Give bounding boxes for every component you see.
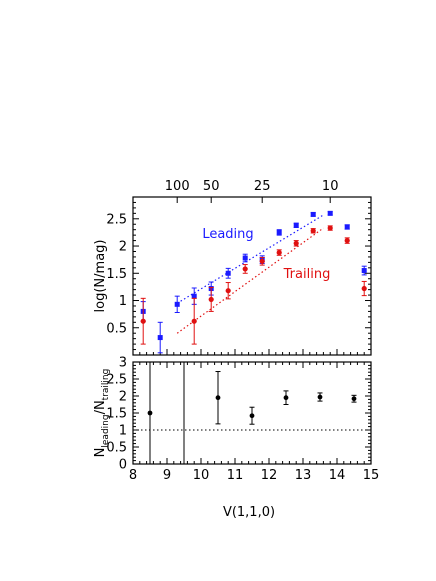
- data-point-trailing: [276, 249, 282, 256]
- bottom-y-tick-label: 1.5: [106, 407, 127, 422]
- data-point-leading: [361, 268, 367, 274]
- data-point-leading: [293, 222, 299, 228]
- data-point-leading: [225, 270, 231, 276]
- top-axis-tick-label: 10: [322, 179, 339, 194]
- top-fit-lines: [176, 214, 324, 334]
- top-panel-frame: [132, 196, 372, 356]
- data-point-leading: [276, 229, 282, 235]
- data-point-trailing: [344, 237, 350, 244]
- ratio-point: [351, 396, 357, 402]
- bottom-x-tick-label: 15: [363, 468, 380, 483]
- data-point-trailing: [225, 288, 231, 294]
- data-point-leading: [344, 224, 350, 230]
- fit-line: [176, 214, 324, 304]
- bottom-x-tick-label: 13: [295, 468, 312, 483]
- bottom-y-tick-label: 0: [119, 458, 127, 473]
- bottom-x-tick-label: 11: [227, 468, 244, 483]
- bottom-y-tick-label: 2: [119, 390, 127, 405]
- data-point-trailing: [242, 266, 248, 272]
- data-point-leading: [174, 301, 180, 307]
- bottom-panel: 8 9 10 11 12 13 14 15 0 0.5 1 1.5 2 2.5 3 Nleading/Ntr…: [93, 356, 379, 521]
- data-point-trailing: [259, 258, 265, 264]
- ratio-point: [215, 395, 221, 401]
- bottom-y-tick-label: 2.5: [106, 373, 127, 388]
- data-point-leading: [242, 255, 248, 261]
- legend-leading-label: Leading: [202, 227, 253, 242]
- bottom-y-tick-label: 0.5: [106, 441, 127, 456]
- bottom-x-tick-label: 12: [261, 468, 278, 483]
- top-panel: 100 50 25 10 0.5 1 1.5 2 2.5 Leading Trailing lo…: [93, 179, 372, 356]
- data-point-trailing: [191, 318, 197, 324]
- legend-trailing-label: Trailing: [283, 267, 331, 282]
- data-point-leading: [310, 211, 316, 217]
- bottom-y-tick-label: 1: [119, 424, 127, 439]
- bottom-series-points: [147, 362, 357, 464]
- data-point-trailing: [361, 285, 367, 292]
- ratio-point: [249, 413, 255, 419]
- ratio-point: [283, 395, 289, 401]
- data-point-trailing: [140, 318, 146, 324]
- data-point-leading: [327, 210, 333, 216]
- top-y-tick-label: 1: [119, 294, 127, 309]
- data-point-trailing: [327, 225, 333, 231]
- bottom-x-tick-label: 14: [329, 468, 346, 483]
- bottom-axis-ticks: [132, 361, 372, 465]
- top-y-tick-label: 1.5: [106, 267, 127, 282]
- bottom-x-tick-label: 8: [129, 468, 137, 483]
- data-point-trailing: [208, 296, 214, 303]
- bottom-x-tick-label: 10: [193, 468, 210, 483]
- bottom-tick-labels: 8 9 10 11 12 13 14 15 0 0.5 1 1.5 2 2.5 3: [106, 356, 379, 484]
- top-y-tick-label: 0.5: [106, 321, 127, 336]
- top-tick-labels: 100 50 25 10 0.5 1 1.5 2 2.5: [106, 179, 338, 336]
- bottom-y-axis-title: Nleading/Ntrailing: [93, 369, 111, 458]
- x-axis-title: V(1,1,0): [223, 505, 275, 520]
- data-point-leading: [157, 335, 163, 341]
- top-axis-ticks: [132, 196, 372, 355]
- top-y-tick-label: 2.5: [106, 212, 127, 227]
- top-y-axis-title: log(N/mag): [93, 240, 108, 313]
- data-point-leading: [191, 293, 197, 299]
- bottom-x-tick-label: 9: [163, 468, 171, 483]
- top-axis-tick-label: 25: [254, 179, 271, 194]
- data-point-trailing: [310, 228, 316, 234]
- top-axis-tick-label: 50: [203, 179, 220, 194]
- top-series-points: [140, 210, 367, 354]
- top-y-tick-label: 2: [119, 240, 127, 255]
- ratio-point: [147, 410, 153, 416]
- top-axis-tick-label: 100: [165, 179, 190, 194]
- data-point-trailing: [293, 240, 299, 246]
- bottom-y-tick-label: 3: [119, 356, 127, 371]
- ratio-point: [317, 394, 323, 400]
